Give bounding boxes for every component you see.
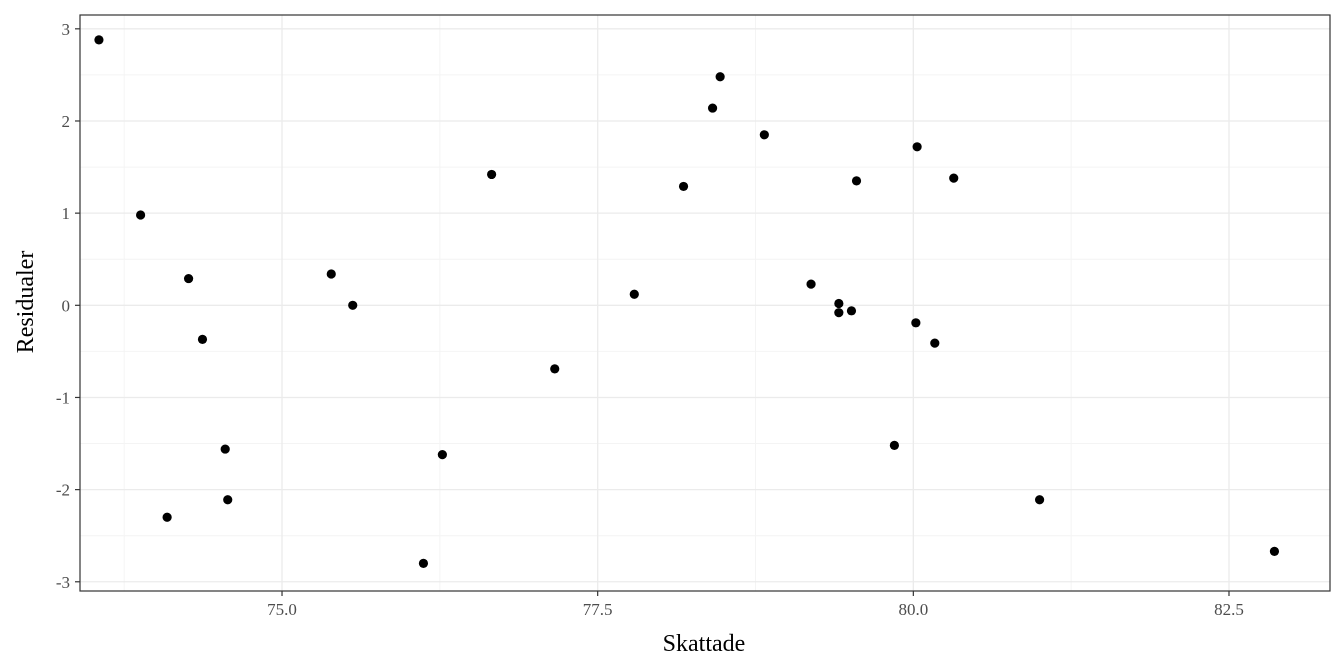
data-point [437, 450, 447, 460]
data-point [930, 338, 940, 348]
data-point [550, 364, 560, 374]
y-axis-title: Residualer [13, 251, 39, 354]
y-tick-label: 3 [62, 20, 71, 39]
data-point [834, 298, 844, 309]
x-tick-label: 82.5 [1214, 600, 1244, 619]
x-tick-label: 77.5 [583, 600, 613, 619]
data-point [1269, 546, 1280, 556]
y-axis-ticks: 3 2 1 0 -1 -2 -3 [56, 20, 80, 592]
data-point [912, 142, 922, 152]
data-point [846, 306, 857, 316]
x-axis-ticks: 75.0 77.5 80.0 82.5 [267, 591, 1244, 619]
x-tick-label: 80.0 [898, 600, 928, 619]
data-point [759, 130, 769, 140]
grid-major-lines [80, 15, 1330, 591]
data-point [183, 273, 194, 284]
y-tick-label: 0 [62, 296, 71, 315]
data-point [418, 558, 429, 568]
y-tick-label: -2 [56, 481, 70, 500]
data-point [834, 308, 844, 318]
data-points [94, 35, 1280, 568]
data-point [94, 35, 104, 45]
data-point [911, 318, 921, 328]
data-point [136, 210, 146, 220]
y-tick-label: -1 [56, 388, 70, 407]
data-point [629, 289, 639, 299]
data-point [348, 300, 358, 310]
x-tick-label: 75.0 [267, 600, 297, 619]
data-point [487, 169, 497, 180]
data-point [949, 173, 959, 183]
data-point [715, 72, 725, 82]
data-point [678, 181, 689, 192]
grid-minor-lines [80, 15, 1330, 591]
data-point [220, 444, 230, 454]
data-point [889, 440, 899, 450]
data-point [851, 176, 862, 186]
data-point [197, 334, 208, 345]
x-axis-title: Skattade [663, 631, 746, 657]
panel-border [79, 14, 1331, 592]
y-tick-label: -3 [56, 573, 70, 592]
data-point [223, 495, 233, 505]
data-point [806, 279, 816, 289]
y-tick-label: 2 [62, 112, 71, 131]
data-point [1034, 495, 1045, 505]
data-point [326, 269, 336, 279]
data-point [707, 103, 718, 113]
y-tick-label: 1 [62, 204, 71, 223]
data-point [162, 512, 172, 522]
